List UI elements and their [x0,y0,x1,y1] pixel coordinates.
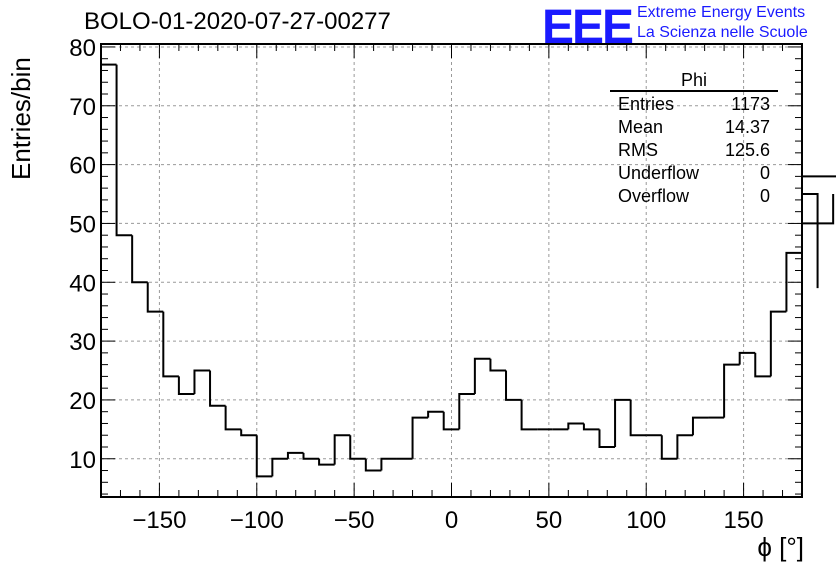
x-tick-label: −50 [334,507,375,534]
stat-value: 0 [759,163,770,183]
histogram-bin [442,411,460,431]
histogram-bin [676,434,693,459]
histogram-bin [240,429,257,437]
logo-line-2: La Scienza nelle Scuole [637,24,808,41]
histogram-bin [660,435,678,460]
chart-title: BOLO-01-2020-07-27-00277 [84,8,391,35]
stat-row-rms: RMS 125.6 [610,140,778,163]
histogram-bin [802,175,836,178]
histogram-bin [162,311,179,378]
stat-row-underflow: Underflow 0 [610,163,778,186]
stat-label: Underflow [618,163,700,183]
y-tick-label: 40 [69,270,96,297]
histogram-bin [224,405,242,431]
x-tick-label: −100 [230,507,284,534]
histogram-bin [364,458,382,472]
y-tick-label: 60 [69,153,96,180]
x-tick-label: −150 [132,507,186,534]
histogram-bin [802,193,819,289]
histogram-bin [614,398,631,447]
histogram-bin [131,235,148,284]
y-tick-label: 20 [69,388,96,415]
logo-caption: Extreme Energy Events La Scienza nelle S… [637,3,808,43]
histogram-bin [115,64,133,237]
histogram-bin [629,399,647,437]
histogram-bin [473,357,491,395]
histogram-bin [802,194,835,225]
y-tick-label: 30 [69,329,96,356]
stat-row-mean: Mean 14.37 [610,117,778,140]
histogram-bin [754,352,771,378]
histogram-bin [723,363,740,418]
histogram-bins [101,63,836,478]
histogram-bin [255,435,273,478]
histogram-bin [302,452,320,460]
y-tick-label: 80 [69,35,96,62]
histogram-bin [785,251,802,312]
histogram-bin [520,399,538,431]
eee-logo: EEE [542,1,634,54]
histogram-bin [349,435,366,460]
histogram-bin [567,422,584,430]
histogram-bin [193,369,211,395]
histogram-bin [598,429,616,448]
x-tick-label: 150 [724,507,764,534]
stat-label: Entries [618,94,675,114]
logo-line-1: Extreme Energy Events [637,4,806,21]
y-tick-label: 10 [69,447,96,474]
histogram-bin [333,434,351,465]
stat-label: RMS [618,140,658,160]
histogram-bin [489,358,507,372]
stats-box: Phi Entries 1173 Mean 14.37 RMS 125.6 Un… [610,70,778,209]
x-tick-labels: −150 −100 −50 0 50 100 150 [132,507,763,534]
x-tick-label: 0 [445,507,458,534]
y-tick-labels: 10 20 30 40 50 60 70 80 [69,35,96,474]
grid-lines [101,44,802,497]
stat-value: 1173 [731,94,770,114]
stat-value: 0 [759,186,770,206]
stat-row-entries: Entries 1173 [610,94,778,117]
histogram-bin [286,451,304,459]
y-tick-label: 70 [69,94,96,121]
stat-label: Overflow [618,186,690,206]
x-axis-label: ϕ [°] [757,532,804,562]
stat-row-overflow: Overflow 0 [610,186,778,209]
histogram-bin [582,423,600,431]
histogram-bin [458,393,475,430]
histogram-bin [411,416,429,459]
histogram-bin [769,310,787,377]
x-tick-label: 100 [626,507,666,534]
histogram-bin [271,457,288,477]
x-tick-label: 50 [536,507,563,534]
axis-ticks [100,44,803,497]
stat-value: 125.6 [724,140,770,160]
histogram-bin [177,376,195,396]
histogram-bin [318,458,335,466]
histogram-bin [738,351,756,365]
stat-label: Mean [618,117,664,137]
stat-value: 14.37 [724,117,770,137]
histogram-bin [691,416,709,436]
histogram-bin [209,370,226,407]
histogram-bin [146,282,164,313]
histogram-bin [505,370,522,401]
histogram-bin [380,457,397,471]
stats-title: Phi [610,70,778,92]
y-tick-label: 50 [69,211,96,238]
y-axis-label: Entries/bin [6,57,36,180]
plot-frame [100,43,803,498]
histogram-bin [427,410,444,418]
